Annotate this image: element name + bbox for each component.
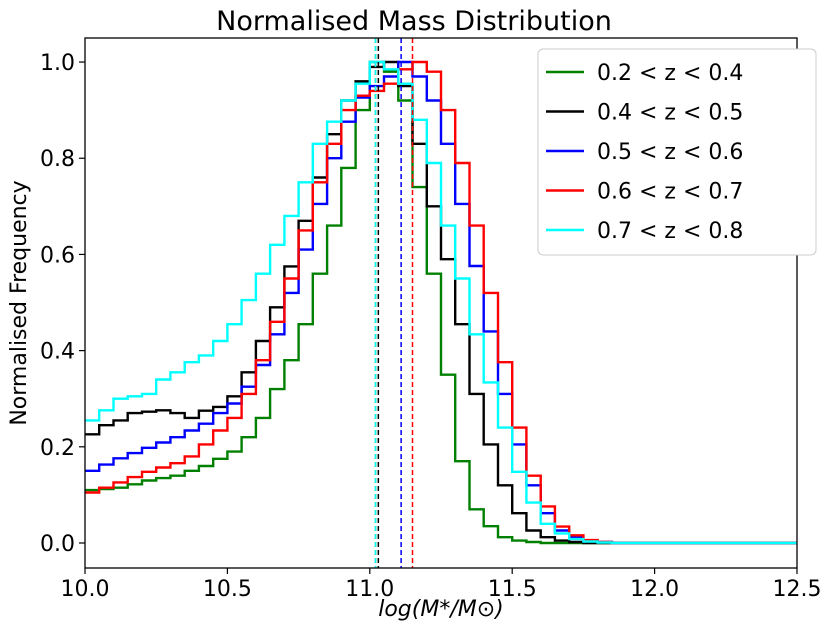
legend-box [537,48,817,256]
x-tick-label: 11.0 [345,577,394,602]
legend-label-3: 0.6 < z < 0.7 [597,180,743,205]
series-line-4 [85,60,797,545]
legend-label-2: 0.5 < z < 0.6 [597,140,743,165]
x-axis-label: log(M*/M⊙) [378,597,504,622]
legend-label-1: 0.4 < z < 0.5 [597,101,743,126]
y-tick-label: 0.0 [40,532,75,557]
y-tick-label: 0.2 [40,436,75,461]
x-tick-label: 10.0 [61,577,110,602]
legend: 0.2 < z < 0.4 0.4 < z < 0.5 0.5 < z < 0.6 0… [537,48,817,256]
x-tick-label: 12.5 [773,577,822,602]
y-tick-label: 0.4 [40,340,75,365]
plot-frame [84,37,798,569]
series-line-1 [85,60,797,545]
x-tick-label: 12.0 [630,577,679,602]
y-axis-label: Normalised Frequency [7,180,32,425]
legend-label-4: 0.7 < z < 0.8 [597,219,743,244]
y-tick-label: 0.6 [40,243,75,268]
legend-label-0: 0.2 < z < 0.4 [597,61,743,86]
y-tick-label: 0.8 [40,147,75,172]
chart-title: Normalised Mass Distribution [216,6,612,37]
x-tick-label: 11.5 [488,577,537,602]
y-tick-label: 1.0 [40,51,75,76]
x-tick-label: 10.5 [203,577,252,602]
